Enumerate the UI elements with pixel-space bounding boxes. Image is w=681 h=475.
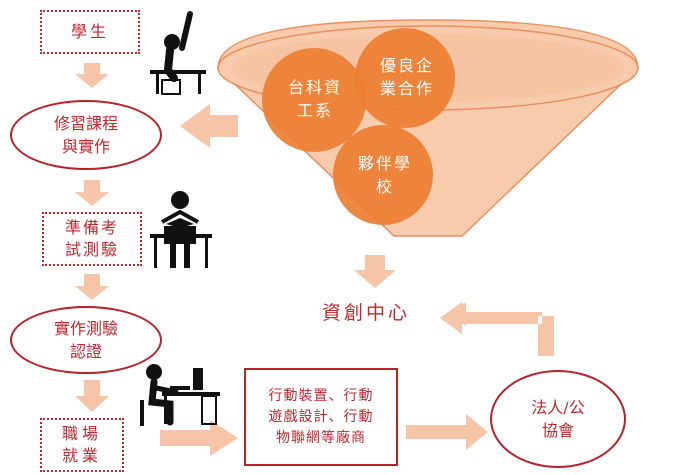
exam-prep-box: 準備考 試測驗 [42, 212, 142, 266]
courses-oval: 修習課程 與實作 [10, 100, 162, 170]
partner-circle-school [333, 125, 433, 225]
partner-circle-department [262, 48, 366, 152]
circle-label-school: 夥伴學 校 [357, 154, 412, 197]
arrow-funnel-to-center [354, 255, 396, 288]
circle-label-enterprise: 優良企 業合作 [379, 56, 434, 99]
down-arrow-4 [75, 380, 109, 412]
flow-arrows-left [75, 63, 109, 412]
student-box: 學生 [40, 10, 140, 54]
down-arrow-1 [75, 63, 109, 88]
computer-user-icon [140, 364, 220, 426]
down-arrow-2 [75, 180, 109, 206]
industry-partners-box: 行動裝置、行動 遊戲設計、行動 物聯網等廠商 [244, 368, 398, 466]
arrow-employment-to-industry [160, 420, 238, 456]
circle-label-department: 台科資 工系 [287, 78, 342, 121]
innovation-center-label: 資創中心 [322, 302, 411, 324]
association-oval: 法人/公 協會 [490, 370, 626, 468]
partner-circle-enterprise [355, 28, 455, 128]
arrow-industry-to-association [406, 414, 488, 450]
arrow-association-to-center [446, 302, 554, 352]
employment-box: 職場 就業 [40, 418, 124, 472]
certification-oval: 實作測驗 認證 [10, 306, 162, 374]
down-arrow-3 [75, 274, 109, 300]
student-raising-hand-icon [150, 11, 206, 95]
reading-student-icon [150, 191, 212, 268]
arrow-funnel-to-courses [180, 104, 238, 148]
